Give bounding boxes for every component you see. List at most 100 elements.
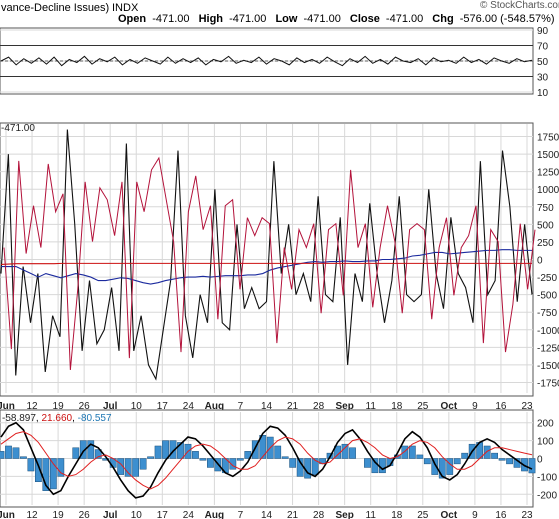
price-x-tick: Aug [205,401,224,412]
macd-histogram-bar [20,456,27,459]
close-label: Close [350,13,380,25]
macd-x-tick: 25 [417,510,429,519]
rsi-y-tick: 10 [537,88,549,99]
macd-x-axis: Jun 12 19 26 Jul 10 17 24 Aug 7 14 21 28 Sep 11 18 25 Oct… [0,510,533,519]
macd-x-tick: 19 [53,510,65,519]
high-label: High [199,13,224,25]
macd-histogram-bar [199,458,207,461]
macd-x-tick: 21 [287,510,299,519]
macd-histogram-bar [349,447,356,459]
macd-histogram [0,435,536,491]
macd-hist-value: -80.557 [78,413,112,424]
price-x-tick: 18 [391,401,403,412]
exchange-label: INDX [112,2,139,14]
macd-histogram-bar [139,458,147,470]
price-x-tick: 19 [53,401,65,412]
rsi-panel: 90 70 50 30 10 [0,26,549,99]
macd-x-tick: Jul [103,510,118,519]
price-y-tick: 750 [537,203,554,214]
macd-histogram-bar [311,458,319,475]
macd-histogram-bar [236,458,244,461]
macd-x-tick: 12 [26,510,38,519]
price-y-tick: -1750 [537,378,559,389]
price-y-tick: -500 [537,291,557,302]
macd-histogram-bar [207,458,214,468]
macd-histogram-bar [289,458,297,468]
price-y-tick: 500 [537,220,554,231]
price-series-dark [0,129,533,381]
macd-value: -58.897 [2,413,36,424]
macd-histogram-bar [72,447,80,459]
macd-x-tick: 10 [131,510,143,519]
macd-x-tick: 23 [521,510,533,519]
rsi-y-tick: 30 [537,73,549,84]
price-series [0,129,536,381]
macd-histogram-bar [132,458,140,477]
ohlc-readout: Open -471.00 High -471.00 Low -471.00 Cl… [118,13,559,25]
price-x-tick: 12 [26,401,38,412]
macd-x-tick: 11 [366,510,377,519]
macd-signal-value: 21.660 [41,413,72,424]
macd-histogram-bar [259,435,267,459]
macd-histogram-bar [274,445,282,459]
macd-histogram-bar [102,458,110,461]
rsi-y-tick: 70 [537,42,549,53]
price-x-tick: Oct [441,401,458,412]
macd-histogram-bar [416,454,424,459]
macd-histogram-bar [483,445,491,459]
macd-x-tick: 18 [391,510,403,519]
macd-x-tick: 14 [261,510,273,519]
price-x-tick: 28 [313,401,325,412]
macd-histogram-bar [491,452,498,459]
macd-histogram-bar [147,456,154,459]
chart-header: vance-Decline Issues) INDX © StockCharts… [1,0,559,25]
macd-x-tick: 16 [495,510,507,519]
macd-histogram-bar [79,440,87,459]
macd-x-tick: 17 [157,510,169,519]
price-y-tick: -1250 [537,343,559,354]
macd-y-tick: 100 [537,437,554,448]
macd-histogram-bar [461,452,469,459]
macd-y-axis: 200 100 0 -100 -200 [537,419,557,502]
macd-x-tick: Jun [0,510,15,519]
price-x-tick: 21 [287,401,299,412]
price-y-tick: -1000 [537,326,559,337]
watermark: © StockCharts.com [480,0,559,11]
price-y-axis: 1750 1500 1250 1000 750 500 250 0 -250 -500 -750 -1… [537,133,559,390]
macd-histogram-bar [27,458,35,472]
price-y-tick: 1000 [537,185,559,196]
price-x-tick: 9 [472,401,478,412]
macd-histogram-bar [49,458,57,490]
chart-title: vance-Decline Issues) [1,2,109,14]
price-x-tick: 24 [183,401,195,412]
macd-histogram-bar [528,458,536,474]
macd-signal-line [0,431,533,490]
price-y-tick: 1250 [537,168,559,179]
price-panel: 1750 1500 1250 1000 750 500 250 0 -250 -500 -750 -1… [0,122,559,412]
price-y-tick: 1750 [537,133,559,144]
macd-histogram-bar [12,447,20,459]
macd-histogram-bar [371,458,379,474]
macd-panel: 200 100 0 -100 -200 Jun 12 19 26 Jul 10 17 24 Aug 7 14… [0,409,557,519]
macd-histogram-bar [57,458,65,477]
rsi-y-tick: 90 [537,26,549,37]
macd-histogram-bar [408,445,416,459]
macd-histogram-bar [154,445,162,459]
rsi-line [0,55,533,67]
chg-label: Chg [432,13,453,25]
price-x-tick: Jun [0,401,15,412]
price-y-tick: 0 [537,256,543,267]
macd-y-tick: -200 [537,490,557,501]
macd-x-tick: 24 [183,510,195,519]
macd-histogram-bar [117,458,125,475]
macd-y-tick: 0 [537,455,543,466]
price-y-tick: -250 [537,273,557,284]
macd-y-tick: 200 [537,419,554,430]
macd-x-tick: 26 [79,510,91,519]
macd-x-tick: 9 [472,510,478,519]
current-value-label: -471.00 [1,123,35,134]
price-y-tick: 250 [537,238,554,249]
low-label: Low [275,13,297,25]
macd-x-tick: 7 [238,510,244,519]
price-x-tick: 14 [261,401,273,412]
